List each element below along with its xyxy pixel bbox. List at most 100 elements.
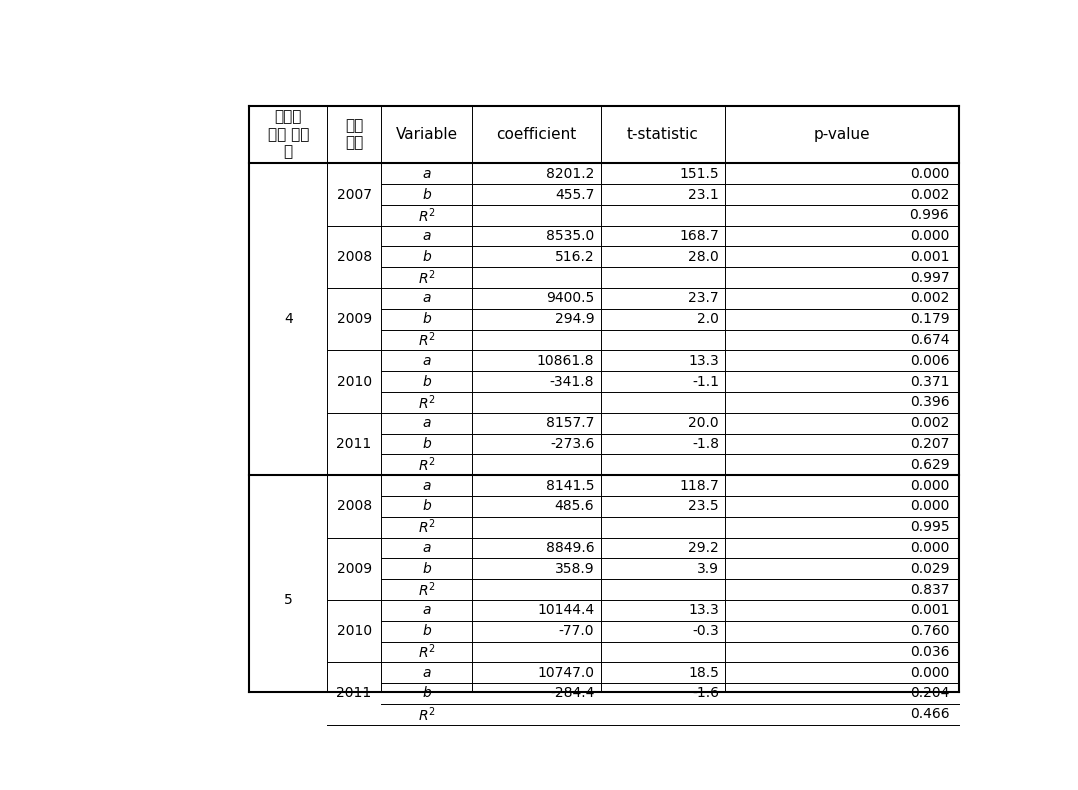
Text: 0.000: 0.000 (910, 499, 950, 514)
Text: $\mathit{R}^2$: $\mathit{R}^2$ (417, 331, 436, 349)
Text: 2011: 2011 (336, 437, 372, 451)
Text: 2.0: 2.0 (697, 312, 719, 326)
Text: -341.8: -341.8 (550, 374, 594, 389)
Text: b: b (423, 624, 431, 638)
Text: 168.7: 168.7 (679, 229, 719, 243)
Text: 455.7: 455.7 (555, 187, 594, 201)
Text: 0.995: 0.995 (910, 520, 950, 534)
Text: a: a (423, 479, 431, 493)
Text: -1.6: -1.6 (692, 687, 719, 701)
Text: 2007: 2007 (336, 187, 372, 201)
Text: 485.6: 485.6 (555, 499, 594, 514)
Text: 13.3: 13.3 (689, 354, 719, 368)
Text: 8535.0: 8535.0 (547, 229, 594, 243)
Text: 3.9: 3.9 (697, 562, 719, 576)
Text: b: b (423, 187, 431, 201)
Text: 0.002: 0.002 (910, 292, 950, 306)
Text: $\mathit{R}^2$: $\mathit{R}^2$ (417, 642, 436, 661)
Text: 2008: 2008 (336, 499, 372, 514)
Text: 13.3: 13.3 (689, 604, 719, 617)
Text: b: b (423, 312, 431, 326)
Text: 20.0: 20.0 (689, 416, 719, 431)
Text: 0.006: 0.006 (910, 354, 950, 368)
Text: $\mathit{R}^2$: $\mathit{R}^2$ (417, 206, 436, 224)
Text: a: a (423, 167, 431, 181)
Text: 118.7: 118.7 (679, 479, 719, 493)
Text: 0.997: 0.997 (910, 271, 950, 284)
Text: 0.760: 0.760 (910, 624, 950, 638)
Text: 0.837: 0.837 (910, 582, 950, 596)
Text: 0.207: 0.207 (910, 437, 950, 451)
Text: 10144.4: 10144.4 (537, 604, 594, 617)
Text: 8849.6: 8849.6 (545, 541, 594, 555)
Text: 가정된
가용 자료
수: 가정된 가용 자료 수 (267, 110, 309, 160)
Text: 358.9: 358.9 (555, 562, 594, 576)
Text: a: a (423, 541, 431, 555)
Text: 29.2: 29.2 (689, 541, 719, 555)
Text: 2010: 2010 (336, 374, 372, 389)
Text: 2008: 2008 (336, 250, 372, 264)
Text: b: b (423, 687, 431, 701)
Text: 0.001: 0.001 (910, 250, 950, 264)
Text: coefficient: coefficient (496, 127, 577, 142)
Text: 0.371: 0.371 (910, 374, 950, 389)
Text: b: b (423, 374, 431, 389)
Text: 0.674: 0.674 (910, 333, 950, 347)
Text: a: a (423, 666, 431, 679)
Text: 0.396: 0.396 (910, 396, 950, 409)
Text: b: b (423, 562, 431, 576)
Text: b: b (423, 250, 431, 264)
Text: 0.179: 0.179 (910, 312, 950, 326)
Text: 516.2: 516.2 (555, 250, 594, 264)
Text: 0.002: 0.002 (910, 416, 950, 431)
Text: p-value: p-value (814, 127, 870, 142)
Text: 9400.5: 9400.5 (547, 292, 594, 306)
Text: 0.000: 0.000 (910, 666, 950, 679)
Text: -1.8: -1.8 (692, 437, 719, 451)
Text: a: a (423, 292, 431, 306)
Text: t-statistic: t-statistic (627, 127, 699, 142)
Text: 0.036: 0.036 (910, 645, 950, 659)
Text: $\mathit{R}^2$: $\mathit{R}^2$ (417, 580, 436, 599)
Text: -1.1: -1.1 (692, 374, 719, 389)
Text: 0.204: 0.204 (910, 687, 950, 701)
Text: a: a (423, 604, 431, 617)
Text: 151.5: 151.5 (679, 167, 719, 181)
Text: 0.466: 0.466 (910, 707, 950, 721)
Text: 10747.0: 10747.0 (537, 666, 594, 679)
Text: 23.1: 23.1 (689, 187, 719, 201)
Text: 10861.8: 10861.8 (537, 354, 594, 368)
Text: 2009: 2009 (336, 562, 372, 576)
Text: 0.000: 0.000 (910, 541, 950, 555)
Text: 5: 5 (284, 593, 292, 607)
Text: a: a (423, 354, 431, 368)
Text: a: a (423, 416, 431, 431)
Text: a: a (423, 229, 431, 243)
Text: 8201.2: 8201.2 (545, 167, 594, 181)
Text: 8157.7: 8157.7 (545, 416, 594, 431)
Text: Variable: Variable (396, 127, 457, 142)
Text: -273.6: -273.6 (550, 437, 594, 451)
Text: $\mathit{R}^2$: $\mathit{R}^2$ (417, 393, 436, 412)
Text: 2009: 2009 (336, 312, 372, 326)
Text: 0.000: 0.000 (910, 167, 950, 181)
Text: $\mathit{R}^2$: $\mathit{R}^2$ (417, 705, 436, 724)
Text: -77.0: -77.0 (558, 624, 594, 638)
Text: 0.029: 0.029 (910, 562, 950, 576)
Text: b: b (423, 499, 431, 514)
Text: 0.629: 0.629 (910, 457, 950, 472)
Text: 4: 4 (284, 312, 292, 326)
Text: $\mathit{R}^2$: $\mathit{R}^2$ (417, 518, 436, 536)
Text: -284.4: -284.4 (550, 687, 594, 701)
Text: 0.996: 0.996 (910, 209, 950, 222)
Text: 0.000: 0.000 (910, 479, 950, 493)
Text: -0.3: -0.3 (692, 624, 719, 638)
Text: 23.7: 23.7 (689, 292, 719, 306)
Text: 2011: 2011 (336, 687, 372, 701)
Text: 0.000: 0.000 (910, 229, 950, 243)
Text: 0.002: 0.002 (910, 187, 950, 201)
Text: $\mathit{R}^2$: $\mathit{R}^2$ (417, 269, 436, 287)
Text: 기준
년도: 기준 년도 (345, 118, 363, 151)
Text: 294.9: 294.9 (555, 312, 594, 326)
Text: 18.5: 18.5 (688, 666, 719, 679)
